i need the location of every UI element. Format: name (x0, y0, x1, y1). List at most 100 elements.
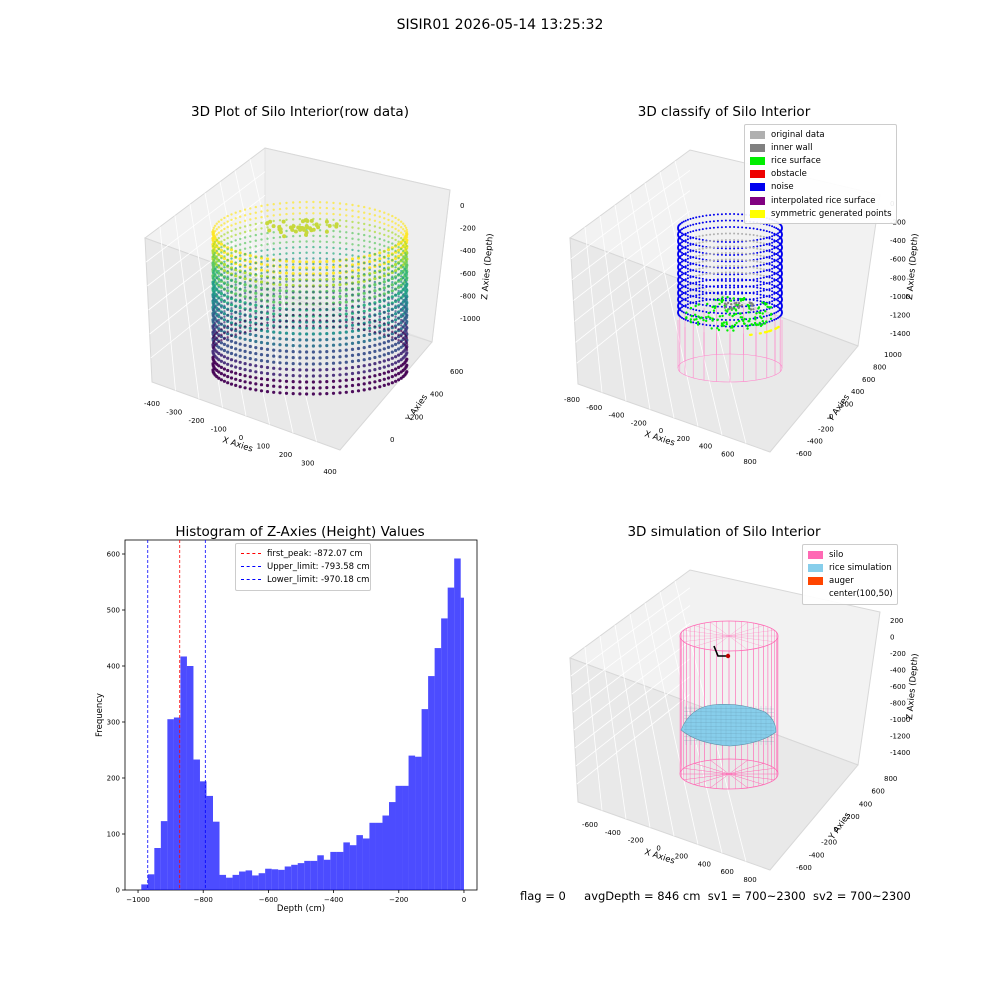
data-point (244, 286, 246, 288)
data-point (298, 332, 301, 335)
data-point (769, 270, 771, 272)
data-point (357, 306, 359, 308)
data-point (692, 224, 694, 226)
data-point (299, 325, 301, 327)
data-point (266, 215, 268, 217)
data-point (226, 363, 229, 366)
data-point (764, 322, 766, 324)
data-point (220, 257, 222, 259)
data-point (733, 280, 735, 282)
data-point (279, 236, 281, 238)
data-point (351, 336, 354, 339)
data-point (691, 315, 693, 317)
data-point (394, 239, 396, 241)
y-tick-label: 600 (107, 551, 120, 559)
data-point (702, 291, 704, 293)
data-point (387, 315, 390, 318)
data-point (273, 209, 275, 211)
data-point (737, 265, 739, 267)
data-point (387, 340, 390, 343)
data-point (369, 308, 371, 310)
data-point (683, 273, 685, 275)
x-tick-label: −600 (259, 896, 278, 904)
data-point (756, 258, 758, 260)
data-point (244, 338, 247, 341)
data-point (379, 227, 381, 229)
data-point (214, 225, 216, 227)
data-point (374, 298, 376, 300)
data-point (721, 259, 723, 261)
y-tick-label: 600 (450, 368, 463, 376)
data-point (234, 341, 237, 344)
histogram-y-label: Frequency (95, 693, 105, 737)
data-point (771, 290, 773, 292)
data-point (690, 218, 692, 220)
data-point (713, 253, 715, 255)
data-point (725, 220, 727, 222)
x-tick-label: -100 (211, 426, 227, 434)
histogram-bar (180, 656, 187, 890)
data-point (255, 212, 257, 214)
data-point (781, 271, 783, 273)
data-point (737, 252, 739, 254)
data-point (255, 318, 257, 320)
data-point (400, 226, 402, 228)
data-point (777, 297, 779, 299)
data-point (692, 250, 694, 252)
data-point (705, 273, 707, 275)
data-point (756, 261, 758, 263)
data-point (214, 246, 216, 248)
data-point (698, 264, 700, 266)
data-point (749, 227, 751, 229)
data-point (305, 350, 308, 353)
data-point (745, 312, 747, 314)
data-point (255, 262, 257, 264)
data-point (230, 263, 232, 265)
histogram-bar (252, 875, 259, 890)
data-point (227, 292, 229, 294)
data-point (771, 264, 773, 266)
data-point (745, 292, 747, 294)
data-point (273, 287, 275, 289)
data-point (737, 226, 739, 228)
data-point (777, 317, 779, 319)
data-point (338, 379, 341, 382)
data-point (773, 304, 775, 306)
data-point (312, 350, 315, 353)
data-point (285, 258, 287, 260)
data-point (753, 228, 755, 230)
data-point (292, 258, 294, 260)
data-point (230, 274, 232, 276)
data-point (725, 233, 727, 235)
data-point (244, 242, 246, 244)
data-point (214, 338, 216, 340)
data-point (681, 293, 683, 295)
data-point (220, 301, 222, 303)
data-point (235, 245, 237, 247)
data-point (255, 279, 257, 281)
data-point (279, 219, 281, 221)
data-point (709, 253, 711, 255)
data-point (760, 268, 762, 270)
data-point (387, 309, 390, 312)
data-point (753, 299, 755, 301)
data-point (777, 252, 779, 254)
histogram-bar (454, 558, 461, 890)
data-point (230, 257, 232, 259)
data-point (369, 291, 371, 293)
data-point (305, 274, 307, 276)
data-point (278, 355, 281, 358)
data-point (713, 272, 715, 274)
data-point (683, 292, 685, 294)
data-point (698, 310, 700, 312)
data-point (397, 241, 399, 243)
data-point (717, 226, 719, 228)
data-point (273, 282, 275, 284)
data-point (339, 264, 341, 266)
data-point (272, 373, 275, 376)
data-point (332, 213, 334, 215)
data-point (266, 209, 268, 211)
data-point (332, 344, 335, 347)
data-point (695, 318, 697, 320)
data-point (687, 238, 689, 240)
